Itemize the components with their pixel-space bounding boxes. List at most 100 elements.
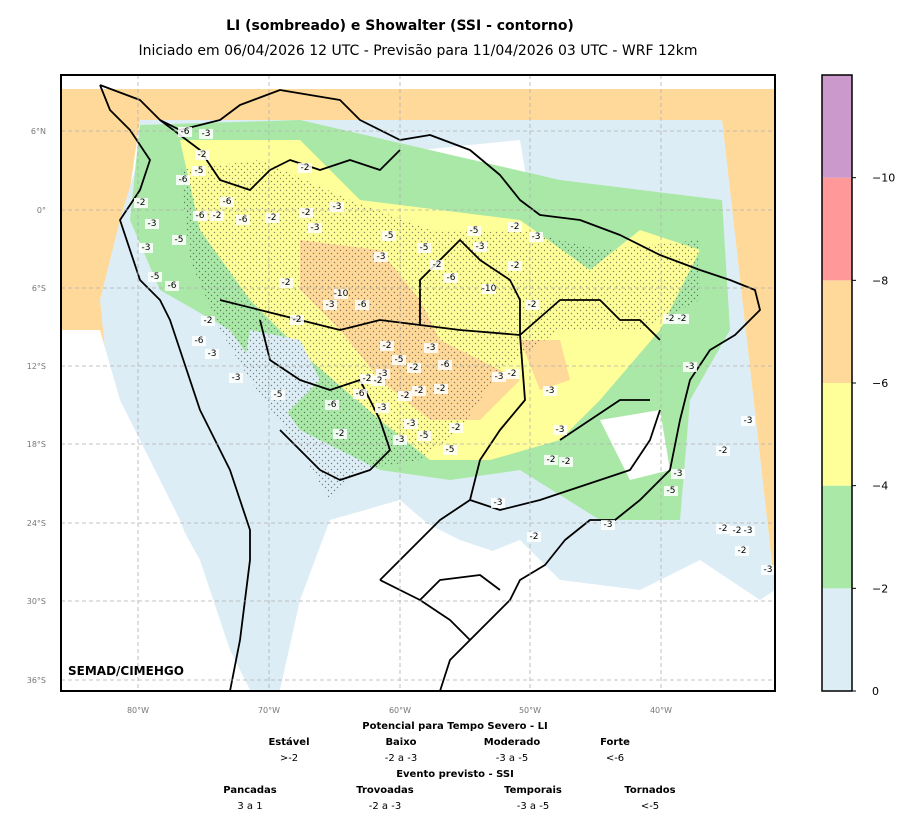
contour-label: -5 xyxy=(470,226,479,236)
contour-label: -2 xyxy=(452,423,461,433)
legend-li-col: Moderado -3 a -5 xyxy=(483,737,541,764)
contour-label-bg xyxy=(543,386,557,396)
contour-label-bg xyxy=(525,300,539,310)
map-frame xyxy=(60,74,776,692)
contour-label: -2 xyxy=(198,150,207,160)
contour-label-bg xyxy=(193,211,207,221)
country-borders xyxy=(99,84,761,691)
contour-label-bg xyxy=(491,498,505,508)
lon-tick: 40°W xyxy=(650,706,672,715)
contour-label-bg xyxy=(467,226,481,236)
contour-label: -3 xyxy=(378,403,387,413)
contour-label: -2 xyxy=(508,369,517,379)
contour-label-bg xyxy=(279,278,293,288)
contour-label: -3 xyxy=(686,362,695,372)
contour-label-bg xyxy=(195,150,209,160)
contour-label: -3 xyxy=(494,498,503,508)
contour-label-bg xyxy=(353,389,367,399)
contour-label: -6 xyxy=(179,175,188,185)
contour-label: -2 xyxy=(401,391,410,401)
contour-label-bg xyxy=(761,565,775,575)
contour-label: -2 xyxy=(302,208,311,218)
contour-label-bg xyxy=(192,166,206,176)
contour-label-bg xyxy=(683,362,697,372)
contour-label: -2 xyxy=(282,278,291,288)
contour-label: -5 xyxy=(195,166,204,176)
contour-label-bg xyxy=(380,341,394,351)
contour-label-bg xyxy=(671,469,685,479)
contour-label: -2 xyxy=(415,386,424,396)
contour-label-bg xyxy=(333,429,347,439)
contour-label: -2 xyxy=(678,314,687,324)
contour-label: -5 xyxy=(385,231,394,241)
contour-label-bg xyxy=(392,355,406,365)
contour-label: -2 xyxy=(383,341,392,351)
contour-label-bg xyxy=(553,425,567,435)
contour-label-bg xyxy=(444,273,458,283)
contour-label: -5 xyxy=(151,272,160,282)
contour-label-bg xyxy=(424,343,438,353)
contour-label: -2 xyxy=(268,213,277,223)
contour-label: -3 xyxy=(326,300,335,310)
contour-label: -10 xyxy=(334,289,349,299)
contour-label: -3 xyxy=(142,243,151,253)
contour-label: -6 xyxy=(223,197,232,207)
contour-label: -2 xyxy=(719,524,728,534)
contour-label-bg xyxy=(473,242,487,252)
contour-label-bg xyxy=(601,520,615,530)
contour-label: -2 xyxy=(733,526,742,536)
contour-label: -3 xyxy=(427,343,436,353)
contour-label: -6 xyxy=(239,215,248,225)
contour-label-bg xyxy=(492,372,506,382)
colorbar-segment xyxy=(822,588,852,691)
colorbar-tick-label: −10 xyxy=(872,172,895,185)
contour-label-bg xyxy=(220,197,234,207)
contour-label: -3 xyxy=(604,520,613,530)
contour-label: -3 xyxy=(674,469,683,479)
contour-label-bg xyxy=(382,231,396,241)
legend-ssi-col: Pancadas 3 a 1 xyxy=(223,785,277,812)
contour-label-bg xyxy=(544,455,558,465)
contour-label-bg xyxy=(371,376,385,386)
contour-label: -3 xyxy=(377,252,386,262)
contour-label: -3 xyxy=(764,565,773,575)
contour-label: -5 xyxy=(175,235,184,245)
legend-ssi-col: Tornados <-5 xyxy=(624,785,676,812)
contour-label-bg xyxy=(508,222,522,232)
colorbar-tick-label: −2 xyxy=(872,582,888,595)
contour-label: -10 xyxy=(482,284,497,294)
contour-label-bg xyxy=(298,163,312,173)
contour-label: -6 xyxy=(181,127,190,137)
contour-label: -2 xyxy=(562,457,571,467)
contour-label-bg xyxy=(376,369,390,379)
colorbar-tick-label: −4 xyxy=(872,480,888,493)
contour-label: -2 xyxy=(528,300,537,310)
contour-label-bg xyxy=(271,390,285,400)
contour-label-bg xyxy=(323,300,337,310)
lon-tick: 60°W xyxy=(389,706,411,715)
contour-label-bg xyxy=(529,232,543,242)
contour-label-bg xyxy=(398,391,412,401)
colorbar: 0 −2 −4 −6 −8 −10 xyxy=(821,74,895,698)
contour-label-bg xyxy=(374,252,388,262)
contour-label: -2 xyxy=(437,384,446,394)
contour-label-bg xyxy=(375,403,389,413)
lon-tick: 70°W xyxy=(258,706,280,715)
contour-label-bg xyxy=(192,336,206,346)
contour-label: -3 xyxy=(407,419,416,429)
lon-tick: 50°W xyxy=(519,706,541,715)
map-subtitle: Iniciado em 06/04/2026 12 UTC - Previsão… xyxy=(138,43,698,59)
contour-labels: -6 -3-2-6-5-2-3-6 -2 -6-6-2 -2-3-3-5-3-5-6 -2… xyxy=(134,127,775,575)
contour-label: -2 xyxy=(433,260,442,270)
contour-label-bg xyxy=(334,289,348,299)
contour-label-bg xyxy=(165,281,179,291)
contour-label: -2 xyxy=(336,429,345,439)
lat-tick: 24°S xyxy=(27,519,46,528)
contour-label: -6 xyxy=(195,336,204,346)
contour-label-bg xyxy=(417,431,431,441)
contour-label: -3 xyxy=(148,219,157,229)
contour-label-bg xyxy=(325,400,339,410)
contour-label: -5 xyxy=(667,486,676,496)
contour-label-bg xyxy=(663,314,677,324)
